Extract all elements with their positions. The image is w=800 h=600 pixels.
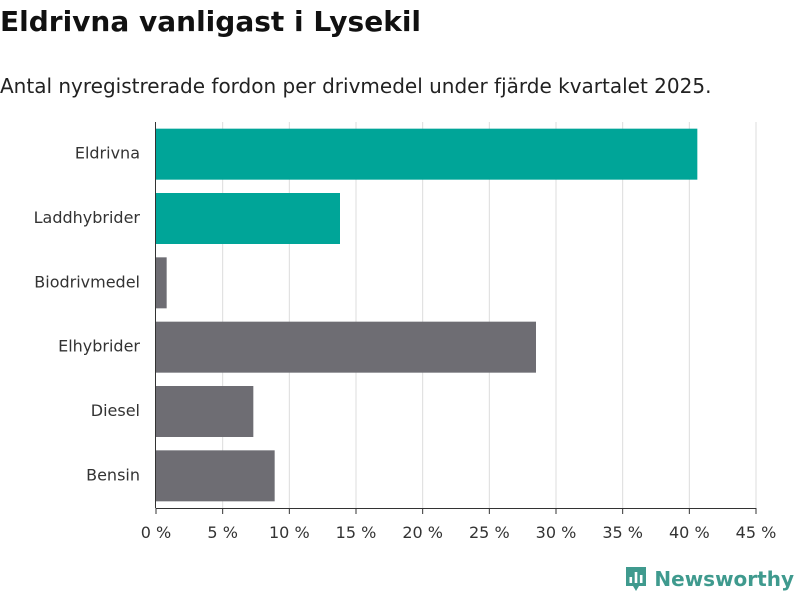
chart-title: Eldrivna vanligast i Lysekil <box>0 5 422 38</box>
brand-logo: Newsworthy <box>624 564 794 594</box>
bar-diesel <box>156 386 254 437</box>
x-tick-label-0: 0 % <box>141 523 171 542</box>
x-tick-label-15: 15 % <box>336 523 377 542</box>
chart-subtitle: Antal nyregistrerade fordon per drivmede… <box>0 74 712 98</box>
bar-biodrivmedel <box>156 257 167 309</box>
category-label-biodrivmedel: Biodrivmedel <box>34 272 140 291</box>
x-tick-label-35: 35 % <box>602 523 643 542</box>
x-tick-label-40: 40 % <box>669 523 710 542</box>
category-labels: Eldrivna Laddhybrider Biodrivmedel Elhybrid… <box>34 144 141 485</box>
x-tick-label-30: 30 % <box>536 523 577 542</box>
bar-elhybrider <box>156 321 536 373</box>
bar-laddhybrider <box>156 193 340 244</box>
gridlines <box>222 122 757 508</box>
bars <box>156 128 698 502</box>
category-label-laddhybrider: Laddhybrider <box>34 208 141 227</box>
x-axis: 0 % 5 % 10 % 15 % 20 % 25 % 30 % 35 % 40 % 45 % <box>141 122 777 542</box>
category-label-eldrivna: Eldrivna <box>75 144 140 163</box>
x-tick-label-5: 5 % <box>207 523 237 542</box>
x-tick-label-25: 25 % <box>469 523 510 542</box>
brand-name: Newsworthy <box>654 567 794 591</box>
category-label-elhybrider: Elhybrider <box>58 337 140 356</box>
bar-chart-badge-icon <box>626 567 647 591</box>
x-tick-label-10: 10 % <box>269 523 310 542</box>
bar-bensin <box>156 450 275 502</box>
x-tick-label-20: 20 % <box>402 523 443 542</box>
bar-eldrivna <box>156 128 698 180</box>
x-tick-label-45: 45 % <box>736 523 777 542</box>
category-label-diesel: Diesel <box>91 401 140 420</box>
category-label-bensin: Bensin <box>86 465 140 484</box>
